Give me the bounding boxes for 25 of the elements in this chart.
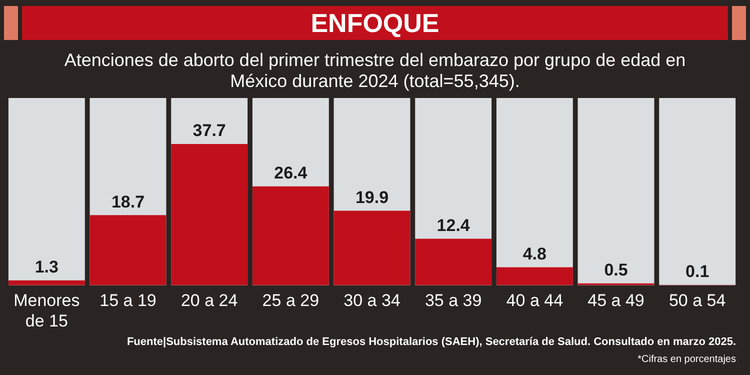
x-tick-label: 45 a 49	[588, 291, 644, 310]
chart-subtitle: Atenciones de aborto del primer trimestre del embarazo por grupo de edad en México durante 2024 (total=55,345).	[63, 50, 687, 92]
data-label: 26.4	[274, 164, 308, 183]
text: *Cifras en porcentajes	[638, 354, 736, 365]
data-label: 1.3	[34, 258, 58, 277]
x-tick-label: 40 a 44	[506, 291, 564, 310]
data-label: 4.8	[522, 244, 546, 264]
x-tick-label: 50 a 54	[668, 291, 726, 310]
bar	[8, 280, 85, 286]
x-tick-label: 15 a 19	[100, 291, 156, 310]
data-label: 19.9	[355, 188, 389, 207]
x-tick-label: 25 a 29	[262, 291, 320, 310]
x-tick-label: 30 a 34	[344, 291, 400, 310]
data-label: 18.7	[111, 192, 145, 212]
bar	[415, 238, 492, 286]
data-label: 0.1	[686, 262, 710, 282]
bar	[496, 267, 573, 286]
chart-title: ENFOQUE	[22, 6, 728, 40]
x-tick-label: 20 a 24	[180, 291, 238, 310]
source-note: Fuente|Subsistema Automatizado de Egresos Hospitalarios (SAEH), Secretaría de Salud. Consultado en marzo 2025.	[126, 336, 736, 348]
data-label: 12.4	[436, 216, 470, 235]
x-tick-label: 35 a 39	[424, 291, 482, 310]
data-label: 0.5	[604, 260, 628, 280]
data-label: 37.7	[192, 121, 226, 140]
x-tick-label: Menores de 15	[14, 291, 80, 330]
